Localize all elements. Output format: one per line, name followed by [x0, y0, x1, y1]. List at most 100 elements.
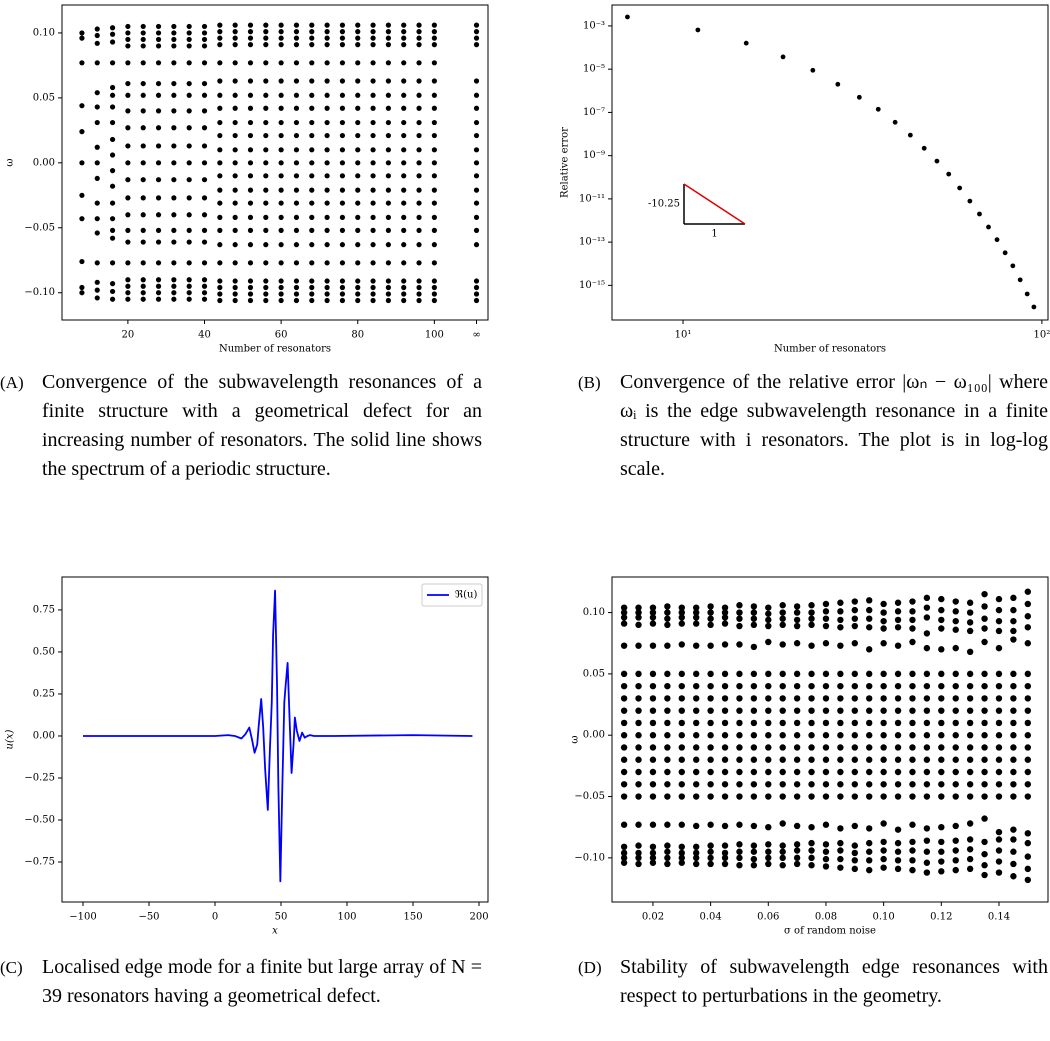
point	[431, 147, 437, 153]
point	[401, 132, 407, 139]
point	[837, 608, 844, 615]
x-axis-label: σ of random noise	[784, 926, 876, 937]
point	[1024, 876, 1032, 884]
point	[866, 839, 873, 847]
point	[155, 283, 162, 289]
point	[201, 23, 208, 30]
point	[293, 105, 300, 111]
point	[952, 768, 959, 776]
point	[155, 36, 162, 43]
point	[866, 744, 873, 751]
point	[664, 707, 671, 714]
point	[109, 119, 116, 126]
point	[866, 670, 873, 678]
point	[232, 60, 238, 66]
point	[278, 200, 284, 206]
point	[1010, 682, 1017, 690]
point	[171, 227, 177, 233]
point	[324, 119, 330, 126]
point	[309, 297, 315, 304]
point	[401, 291, 407, 297]
point	[155, 92, 162, 98]
point	[793, 616, 801, 624]
point	[201, 160, 208, 166]
point	[923, 695, 931, 702]
point	[79, 160, 85, 166]
point	[201, 92, 208, 98]
point	[140, 60, 146, 66]
point	[707, 842, 714, 849]
point	[880, 617, 887, 625]
point	[401, 29, 407, 35]
point	[923, 869, 931, 876]
point	[765, 793, 772, 800]
point	[186, 239, 192, 245]
point	[125, 36, 131, 43]
point	[995, 756, 1003, 763]
point	[894, 670, 902, 678]
point	[1010, 860, 1017, 868]
point	[232, 242, 238, 248]
point	[217, 29, 223, 35]
point	[263, 284, 269, 291]
point	[201, 227, 208, 233]
point	[664, 695, 671, 702]
point	[370, 173, 376, 179]
point	[995, 828, 1003, 836]
point	[109, 104, 116, 110]
point	[678, 682, 685, 690]
point	[779, 670, 786, 678]
point	[309, 29, 315, 35]
point	[765, 682, 772, 690]
point	[923, 644, 931, 652]
point	[247, 214, 254, 220]
point	[966, 846, 974, 853]
point	[952, 756, 959, 763]
point	[247, 35, 254, 41]
point	[79, 258, 85, 265]
point	[94, 200, 100, 206]
point	[293, 78, 300, 84]
point	[810, 67, 816, 73]
point	[952, 781, 959, 788]
point	[938, 868, 945, 875]
point	[1002, 250, 1008, 256]
point	[736, 707, 743, 714]
point	[355, 132, 361, 139]
point	[664, 781, 671, 788]
point	[140, 92, 146, 98]
point	[693, 707, 700, 714]
point	[693, 609, 700, 616]
point	[649, 849, 657, 857]
point	[938, 732, 945, 739]
point	[155, 260, 162, 266]
point	[750, 862, 758, 869]
point	[385, 29, 391, 35]
point	[620, 719, 628, 727]
point	[263, 42, 269, 48]
point	[309, 291, 315, 297]
point	[938, 768, 945, 776]
point	[649, 821, 657, 828]
point	[909, 756, 916, 763]
point	[171, 92, 177, 98]
point	[693, 732, 700, 739]
point	[649, 682, 657, 690]
point	[217, 105, 223, 111]
point	[966, 695, 974, 702]
point	[620, 620, 628, 627]
point	[431, 119, 437, 126]
point	[707, 744, 714, 751]
point	[635, 609, 642, 616]
point	[635, 670, 642, 678]
point	[923, 859, 931, 866]
point	[866, 719, 873, 727]
point	[385, 200, 391, 206]
point	[370, 78, 376, 84]
point	[851, 842, 858, 849]
point	[355, 291, 361, 297]
point	[765, 781, 772, 788]
point	[966, 707, 974, 714]
point	[431, 105, 437, 111]
point	[324, 291, 330, 297]
